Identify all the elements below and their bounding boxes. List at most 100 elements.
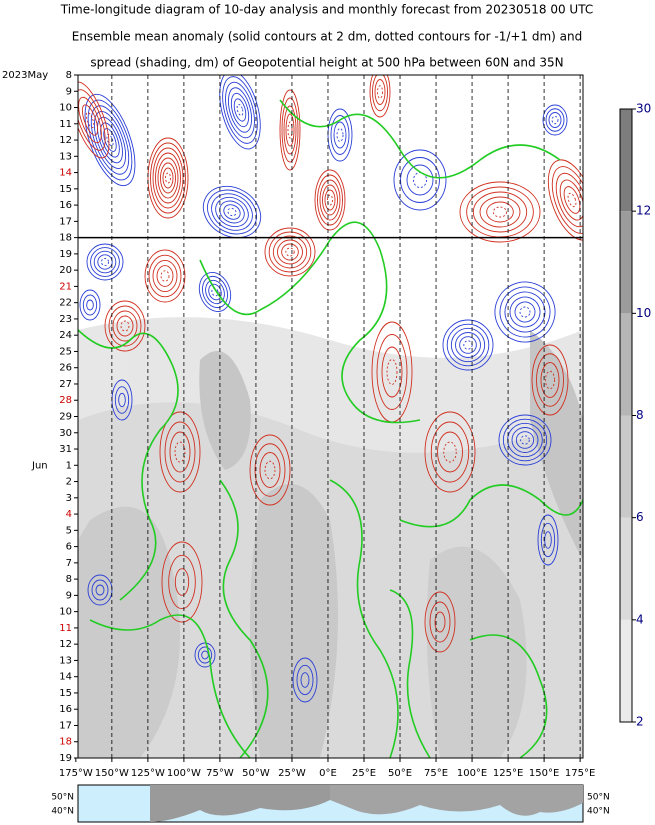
contour [400,157,440,203]
contour [504,291,546,333]
contour [285,113,295,147]
contour [233,98,247,122]
contour [169,431,191,473]
contour [424,411,476,493]
contour [227,87,253,133]
month-label: Jun [31,460,48,471]
y-tick-label: 12 [59,639,72,650]
contour [479,196,521,228]
contour [207,189,257,235]
contour [144,249,186,303]
contour [509,296,541,328]
contour [437,431,463,473]
y-tick-label: 15 [59,184,72,195]
contour [551,166,583,234]
y-tick-label: 13 [59,655,72,666]
contour [152,259,178,293]
contour [430,421,470,483]
y-tick-label: 26 [59,363,72,374]
contour [450,327,486,363]
contour [281,243,299,261]
contour [377,85,383,99]
contour [540,362,560,398]
contour [424,591,456,653]
y-tick-label: 8 [66,70,72,81]
contour [376,334,408,410]
colorbar-label: 6 [636,510,644,524]
contour [544,531,552,549]
contour [78,89,106,151]
x-tick-label: 125°E [493,768,523,779]
contour [540,522,556,558]
contour [537,514,559,566]
contour [159,411,201,493]
latitude-label: 40°N [587,807,610,817]
contour [197,646,213,664]
contour [296,664,314,696]
x-tick-label: 100°W [167,768,201,779]
spread-shading [78,317,583,758]
contour [93,250,117,274]
x-tick-label: 75°W [206,768,234,779]
contour [79,289,101,321]
plot-area [78,75,583,758]
contour [292,657,318,703]
y-tick-label: 5 [66,525,72,536]
contour [279,89,301,171]
y-tick-label: 17 [59,216,72,227]
contour [108,305,142,347]
contour [548,112,562,128]
y-tick-label: 18 [59,233,72,244]
y-tick-label: 25 [59,346,72,357]
contour [542,104,568,136]
contour [236,103,244,117]
y-tick-label: 31 [59,444,72,455]
contour [283,105,297,155]
contour [281,97,299,163]
colorbar-segment [620,619,632,722]
y-tick-label: 24 [59,330,72,341]
contour [161,541,203,623]
y-tick-label: 2 [66,477,72,488]
contour [536,353,564,407]
contour [547,159,583,241]
contour [429,601,451,643]
contour [264,460,276,480]
contour [168,554,196,610]
contour [165,172,171,184]
title-line: Time-longitude diagram of 10-day analysi… [60,3,593,17]
map-strip [77,784,584,823]
y-tick-label: 17 [59,720,72,731]
contour [78,96,102,144]
x-tick-label: 25°W [278,768,306,779]
x-tick-label: 50°W [242,768,270,779]
contour [112,310,138,342]
x-tick-label: 50°E [388,768,412,779]
contour [211,193,253,231]
contour [519,306,531,318]
latitude-label: 50°N [51,793,74,803]
contour [156,265,174,287]
contour [472,191,528,233]
contour [97,254,113,270]
colorbar-segment [620,517,632,620]
contour [455,332,481,358]
contour [152,147,184,209]
contour [386,359,398,385]
contour [285,247,295,257]
contour [381,346,403,398]
contour [333,121,347,149]
contour [90,105,130,175]
contour [555,172,583,228]
contour [249,434,291,506]
contour [514,301,536,323]
contour [174,568,190,596]
contour [486,201,514,223]
contour [91,579,109,601]
y-tick-label: 19 [59,753,72,764]
y-tick-label: 19 [59,249,72,260]
contour [336,128,344,142]
contour [502,418,548,462]
y-tick-label: 3 [66,493,72,504]
